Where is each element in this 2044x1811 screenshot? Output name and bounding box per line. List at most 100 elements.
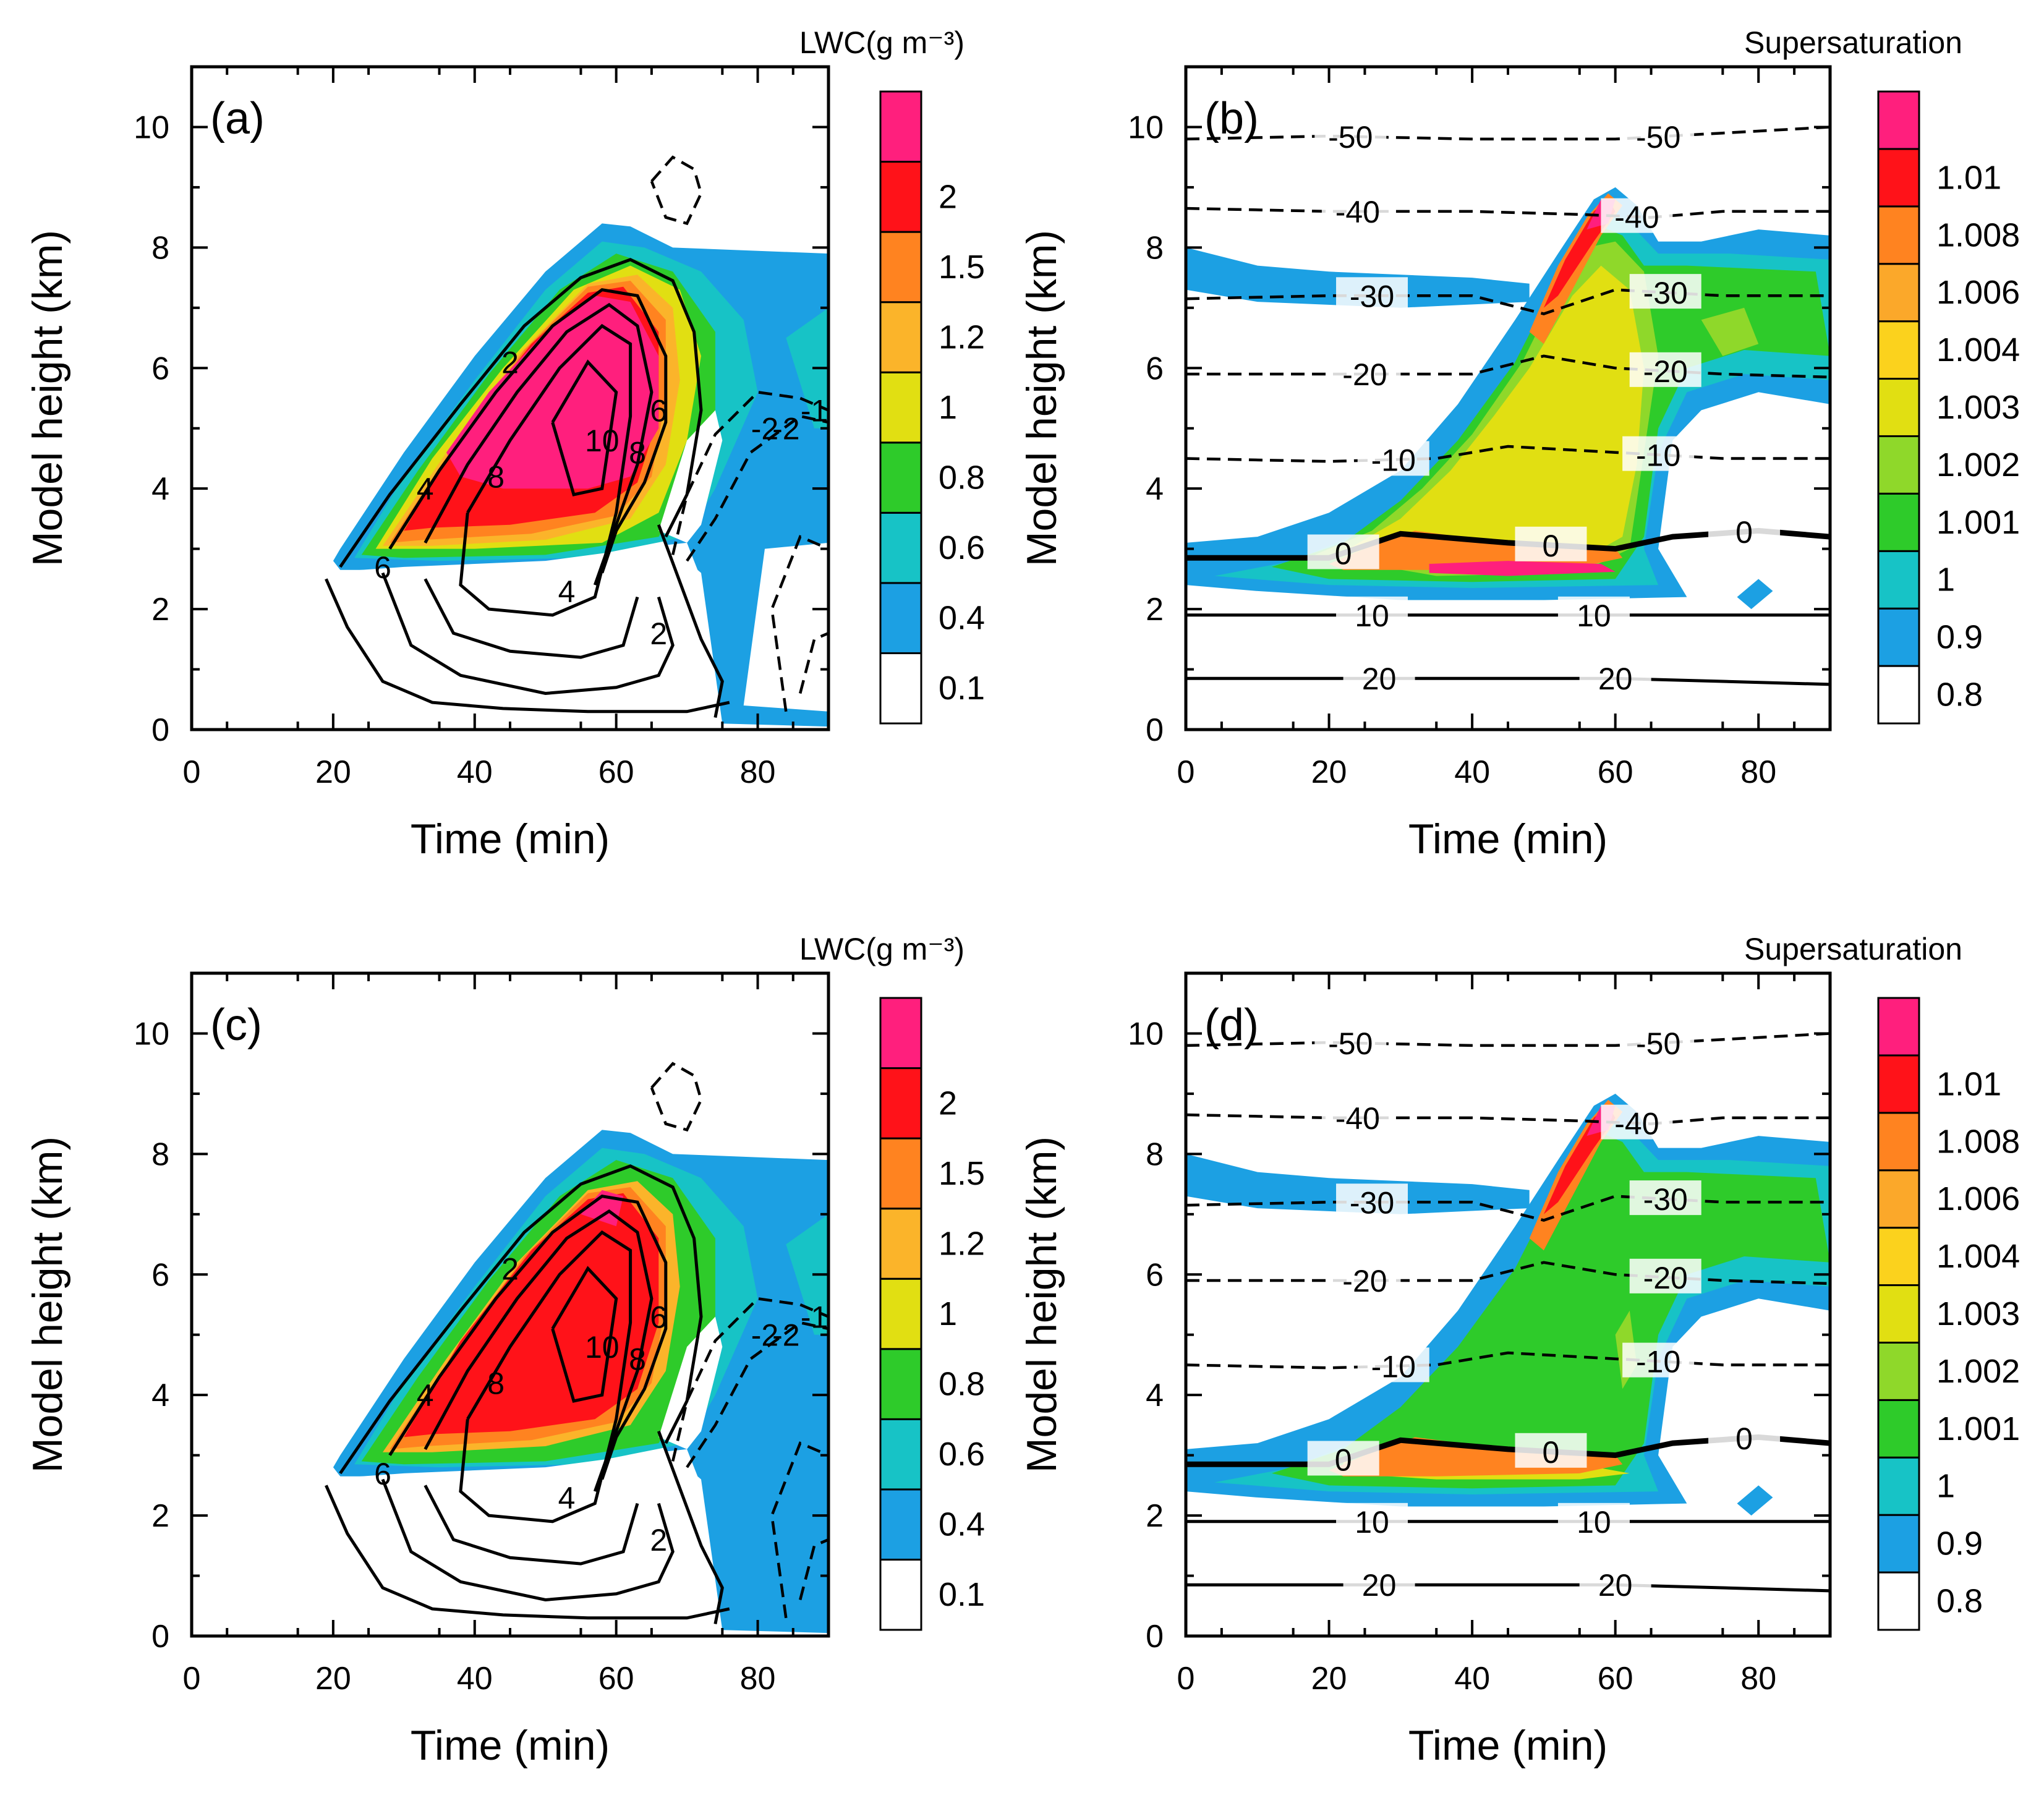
colorbar-label: 1.004 [1936,1238,2020,1275]
isotherm-label-bg [1307,1441,1379,1476]
contour-label: 2 [650,616,667,651]
mask-left [1149,30,1186,767]
colorbar-label: 1.01 [1936,1065,2001,1102]
isotherm-label: -20 [1643,354,1688,389]
colorbar-swatch [1877,148,1920,208]
isotherm-label: 20 [1362,1568,1397,1603]
isotherm-label: -40 [1335,195,1380,229]
lwc-area-0.4-east [786,1214,828,1335]
isotherm-20 [1186,1583,1831,1593]
isotherm-label: -40 [1614,200,1659,235]
colorbar-label: 0.8 [939,459,985,496]
panel-label: (b) [1204,94,1259,143]
isotherm-label: -20 [1643,1261,1688,1295]
panel-label: (a) [210,94,265,143]
isotherm-label: -10 [1636,1345,1680,1379]
colorbar-label: 0.1 [939,670,985,707]
colorbar-swatch [1877,607,1920,667]
x-tick-label: 60 [1598,754,1633,790]
colorbar-label: 1.2 [939,318,985,356]
colorbar-label: 1.01 [1936,159,2001,196]
y-tick-label: 6 [1146,351,1164,386]
contour-label: 10 [585,1330,620,1365]
isotherm-label: 10 [1355,599,1389,633]
isotherm-label: 10 [1355,1505,1389,1540]
isotherm-label-bg [1336,596,1408,631]
isotherm-label-bg [1329,356,1401,391]
colorbar-swatch [879,1208,922,1280]
contour-w-neg-low [770,535,829,712]
isotherm-label: 20 [1362,662,1397,696]
isotherm-label-bg [1357,1347,1429,1383]
x-tick-label: 80 [1740,1661,1776,1697]
y-tick-label: 4 [1146,1378,1164,1413]
contour-w-2 [339,1164,703,1475]
colorbar-swatch [1877,1514,1920,1574]
y-tick-label: 8 [151,1136,169,1172]
colorbar-label: 1.001 [1936,504,2020,541]
isotherm-label-bg [1307,534,1379,569]
isotherm-label: -20 [1342,357,1387,392]
colorbar: 0.1 0.4 0.6 0.8 1 1.2 1.5 2 LWC(g m⁻³) [799,932,985,1631]
contour-w-neg-low2 [799,1538,829,1601]
colorbar-label: 1 [1936,561,1955,599]
isotherm-label: -30 [1350,279,1394,313]
isotherm--10 [1185,445,1830,463]
colorbar-swatch [1877,1054,1920,1114]
colorbar-swatch [1877,205,1920,265]
x-tick-label: 80 [740,754,776,790]
contour-w-2-right [657,1430,724,1624]
x-axis-label: Time (min) [411,816,610,863]
y-tick-label: 8 [1146,1136,1164,1172]
x-axis-label: Time (min) [1408,816,1608,863]
isotherm-label: -30 [1643,276,1688,310]
y-tick-label: 4 [1146,471,1164,507]
y-tick-label: 6 [151,1257,169,1293]
contour-w-neg-top [650,155,703,226]
x-axis-label: Time (min) [1408,1722,1608,1769]
y-tick-label: 2 [151,592,169,628]
isotherm-label-bg [1557,1502,1630,1538]
x-tick-label: 60 [598,1661,634,1697]
contour-w-neg2 [671,390,829,555]
contour-label: -1 [801,393,828,428]
isotherm--40 [1185,1113,1830,1125]
mask-right [828,936,853,1673]
y-axis-label: Model height (km) [1018,230,1065,566]
colorbar-swatch [1877,550,1920,610]
colorbar-swatch [879,1277,922,1350]
colorbar-swatch [879,652,922,725]
isotherm-label: 0 [1335,536,1352,571]
isotherm-label-bg [1336,1502,1408,1538]
colorbar-swatch [879,1558,922,1631]
contour-label: 8 [487,1366,505,1401]
x-tick-label: 60 [598,754,634,790]
isotherm-label-bg [1629,1258,1701,1293]
x-tick-label: 40 [1454,754,1490,790]
colorbar-swatch [1877,1284,1920,1344]
isotherm-label: 10 [1577,599,1611,633]
contour-w-4-low [381,1478,675,1602]
panel-label: (d) [1204,1000,1259,1050]
isotherm-label: -50 [1328,1026,1373,1061]
colorbar-label: 1 [1936,1468,1955,1505]
isotherm-label: -50 [1636,1026,1680,1061]
colorbar-label: 0.8 [939,1366,985,1403]
y-tick-label: 10 [134,1016,169,1052]
isotherm--20 [1186,1261,1831,1285]
contour-w-2-low [325,1485,730,1620]
colorbar-label: 1.002 [1936,446,2020,484]
colorbar-label: 1.008 [1936,216,2020,254]
y-axis-label: Model height (km) [24,1136,71,1473]
y-tick-label: 8 [1146,230,1164,266]
y-tick-label: 10 [134,109,169,145]
contour-w-6-low [424,1485,639,1566]
colorbar-label: 1.5 [939,1155,985,1192]
y-tick-label: 0 [1146,1619,1164,1655]
